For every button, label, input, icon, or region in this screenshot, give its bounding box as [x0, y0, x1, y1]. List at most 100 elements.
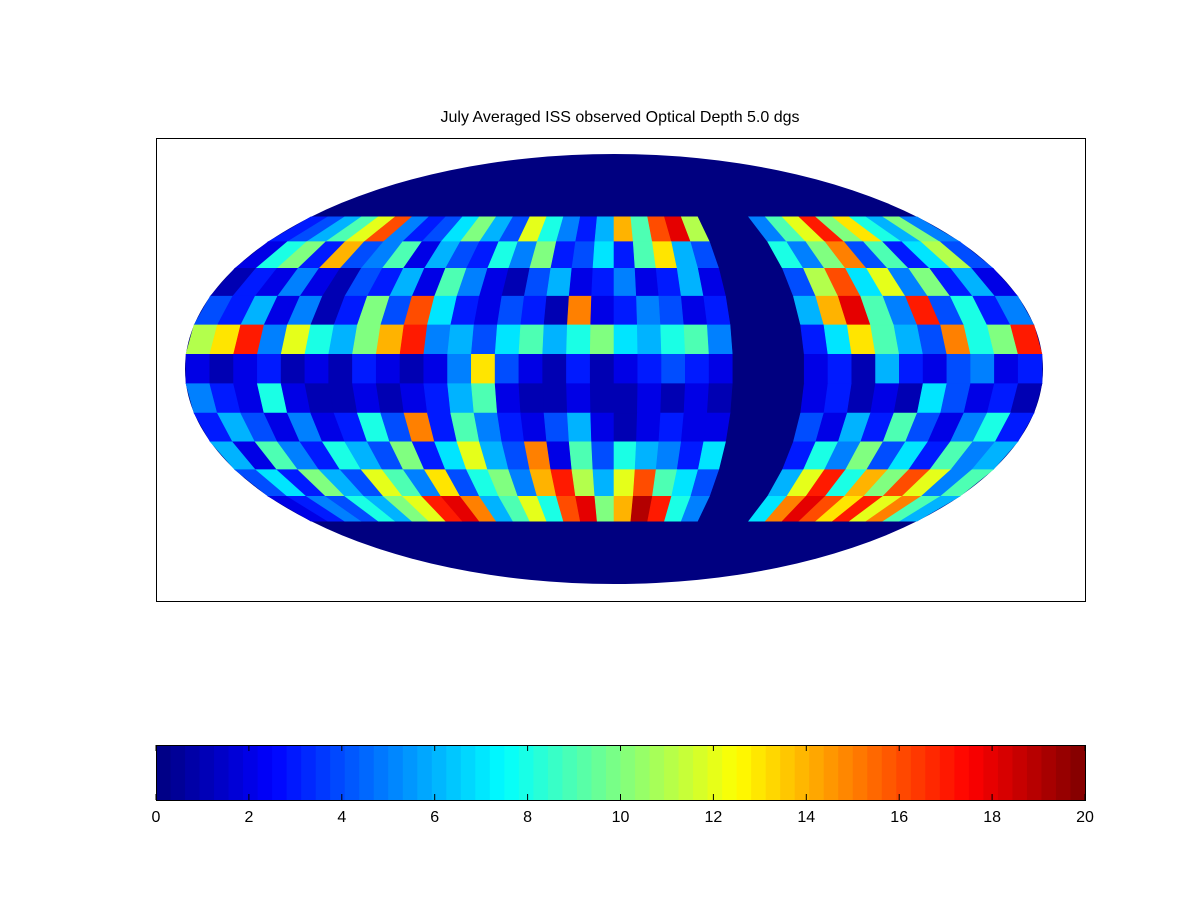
data-cell [899, 353, 924, 385]
data-cell [803, 353, 829, 385]
colorbar-segment [576, 745, 592, 800]
colorbar-segment [199, 745, 215, 800]
colorbar-segment [272, 745, 288, 800]
colorbar-segment [838, 745, 854, 800]
data-cell [571, 241, 596, 269]
colorbar-segment [1055, 745, 1071, 800]
colorbar-segment [983, 745, 999, 800]
data-cell [637, 324, 662, 355]
data-cell [683, 383, 710, 414]
data-cell [706, 383, 734, 414]
map [185, 154, 1043, 584]
colorbar-segment [489, 745, 505, 800]
data-cell [970, 353, 995, 385]
data-cell [520, 412, 548, 443]
data-cell [827, 353, 853, 385]
data-cell [185, 353, 211, 385]
colorbar-segment [939, 745, 955, 800]
data-cell [591, 268, 615, 297]
colorbar-tick-label: 10 [612, 809, 630, 826]
data-cell [994, 353, 1019, 385]
data-cell [730, 383, 757, 414]
data-cell [800, 324, 829, 355]
colorbar-segment [214, 745, 230, 800]
data-cell [589, 324, 615, 355]
data-cell [634, 268, 660, 297]
data-cell [776, 383, 805, 414]
data-cell [636, 295, 661, 326]
data-cell [685, 353, 710, 385]
colorbar-segment [562, 745, 578, 800]
colorbar-segment [707, 745, 723, 800]
data-cell [683, 324, 710, 355]
colorbar-segment [896, 745, 912, 800]
data-cell [566, 383, 591, 414]
data-cell [899, 495, 961, 522]
colorbar-segment [780, 745, 796, 800]
data-cell [613, 412, 638, 443]
data-cell [471, 383, 498, 414]
data-cell [594, 495, 615, 522]
data-cell [471, 324, 498, 355]
data-cell [589, 383, 615, 414]
data-cell [375, 324, 405, 355]
data-cell [1017, 353, 1043, 385]
data-cell [497, 295, 525, 326]
data-cell [823, 324, 853, 355]
colorbar-segment [156, 745, 172, 800]
colorbar-tick-label: 12 [705, 809, 723, 826]
colorbar-tick-label: 6 [430, 809, 439, 826]
data-cell [542, 353, 567, 385]
data-cell [613, 241, 636, 269]
data-cell [613, 353, 639, 385]
data-cell [776, 324, 805, 355]
data-cell [566, 324, 591, 355]
colorbar-segment [823, 745, 839, 800]
data-cell [613, 441, 637, 470]
colorbar-segment [359, 745, 375, 800]
data-cell [520, 295, 548, 326]
data-cell [546, 441, 573, 470]
colorbar-segment [591, 745, 607, 800]
data-cell [352, 383, 382, 414]
colorbar-segment [301, 745, 317, 800]
colorbar-segment [664, 745, 680, 800]
data-cell [494, 353, 520, 385]
colorbar-segment [765, 745, 781, 800]
data-cell [494, 324, 522, 355]
data-cell [399, 383, 428, 414]
data-cell [328, 353, 353, 385]
data-cell [375, 353, 401, 385]
data-cell [304, 353, 329, 385]
data-cell [594, 216, 615, 243]
data-cell [567, 412, 592, 443]
colorbar-segment [649, 745, 665, 800]
colorbar-tick-label: 14 [797, 809, 815, 826]
colorbar-segment [185, 745, 201, 800]
data-cell [636, 412, 661, 443]
data-cell [494, 383, 522, 414]
colorbar-segment [881, 745, 897, 800]
colorbar-tick-label: 8 [523, 809, 532, 826]
data-cell [922, 353, 948, 385]
data-cell [708, 353, 734, 385]
data-cell [730, 324, 757, 355]
colorbar-segment [620, 745, 636, 800]
data-cell [660, 383, 686, 414]
data-cell [399, 353, 425, 385]
data-cell [780, 353, 805, 385]
data-cell [680, 412, 708, 443]
data-cell [658, 412, 685, 443]
data-cell [800, 383, 829, 414]
data-cell [732, 353, 757, 385]
colorbar-segment [518, 745, 534, 800]
data-cell [613, 469, 636, 497]
data-cell [613, 268, 637, 297]
colorbar-segment [997, 745, 1013, 800]
colorbar-segment [1026, 745, 1042, 800]
colorbar-segment [925, 745, 941, 800]
colorbar-segment [794, 745, 810, 800]
colorbar-tick-label: 20 [1076, 809, 1094, 826]
colorbar-tick-label: 16 [890, 809, 908, 826]
